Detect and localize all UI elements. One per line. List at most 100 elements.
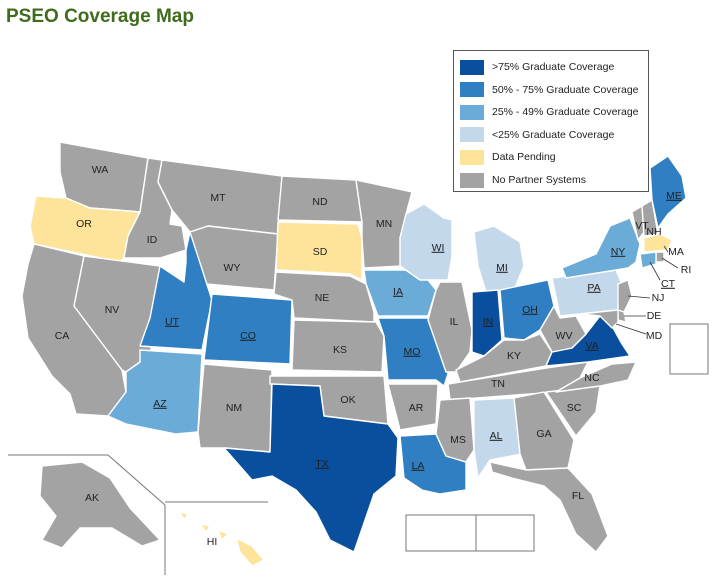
legend-item: 25% - 49% Graduate Coverage — [460, 104, 639, 120]
state-label-tn: TN — [491, 378, 505, 390]
vi-inset-box — [475, 514, 535, 552]
legend-swatch — [460, 127, 484, 143]
state-ut[interactable] — [139, 231, 213, 351]
state-label-wy: WY — [224, 262, 241, 274]
state-ms — [435, 397, 475, 463]
state-label-ct[interactable]: CT — [661, 278, 676, 290]
legend-item: No Partner Systems — [460, 172, 586, 188]
state-label-wi[interactable]: WI — [432, 242, 445, 254]
state-mi[interactable] — [473, 225, 525, 293]
state-label-ms: MS — [450, 434, 466, 446]
state-label-nc: NC — [584, 372, 600, 384]
legend-item: Data Pending — [460, 149, 556, 165]
legend-label: <25% Graduate Coverage — [492, 128, 615, 141]
leader-line-nj — [627, 295, 651, 299]
state-fl — [489, 461, 609, 553]
state-nj — [617, 279, 633, 313]
state-tx[interactable] — [223, 383, 399, 553]
legend-label: No Partner Systems — [492, 174, 586, 186]
state-label-pa[interactable]: PA — [587, 282, 600, 294]
state-label-ma: MA — [668, 246, 684, 258]
leader-line-ri — [661, 257, 679, 269]
state-label-ks: KS — [333, 344, 347, 356]
state-label-nv: NV — [105, 304, 120, 316]
state-label-oh[interactable]: OH — [522, 304, 538, 316]
state-label-me[interactable]: ME — [666, 190, 682, 202]
state-label-mo[interactable]: MO — [404, 346, 421, 358]
state-label-nj: NJ — [652, 292, 665, 304]
state-label-md: MD — [646, 330, 663, 342]
state-label-or: OR — [76, 218, 92, 230]
state-co[interactable] — [203, 293, 293, 365]
legend-label: 50% - 75% Graduate Coverage — [492, 83, 639, 96]
state-label-fl: FL — [572, 490, 584, 502]
state-label-hi: HI — [207, 536, 218, 548]
state-label-az[interactable]: AZ — [153, 398, 167, 410]
state-az[interactable] — [107, 349, 203, 435]
dc-inset-box — [669, 323, 709, 375]
legend-label: >75% Graduate Coverage — [492, 61, 615, 73]
state-sd — [275, 221, 363, 281]
state-label-al[interactable]: AL — [490, 430, 503, 442]
state-ri — [655, 251, 665, 263]
state-label-mt: MT — [210, 192, 226, 204]
state-label-mi[interactable]: MI — [496, 262, 508, 274]
state-label-wa: WA — [92, 164, 109, 176]
leader-line-ma — [663, 245, 669, 253]
state-me[interactable] — [649, 155, 687, 229]
state-wv — [539, 305, 587, 353]
state-label-nm: NM — [226, 402, 242, 414]
state-label-ri: RI — [681, 264, 692, 276]
state-label-tx[interactable]: TX — [315, 458, 328, 470]
legend-item: >75% Graduate Coverage — [460, 59, 614, 75]
state-label-ok: OK — [340, 394, 355, 406]
state-label-sc: SC — [567, 402, 582, 414]
legend-swatch — [460, 59, 484, 75]
legend-label: 25% - 49% Graduate Coverage — [492, 106, 639, 119]
state-label-ak: AK — [85, 492, 99, 504]
state-label-vt: VT — [635, 220, 649, 232]
state-label-mn: MN — [376, 218, 392, 230]
state-label-il: IL — [450, 316, 459, 328]
legend-item: 50% - 75% Graduate Coverage — [460, 82, 639, 98]
state-hi — [179, 511, 265, 567]
state-label-co[interactable]: CO — [240, 330, 256, 342]
state-label-la[interactable]: LA — [412, 460, 425, 472]
state-label-ne: NE — [315, 292, 330, 304]
state-ct[interactable] — [639, 251, 657, 269]
state-ak — [39, 461, 161, 549]
legend: >75% Graduate Coverage 50% - 75% Graduate… — [453, 50, 649, 192]
state-nc — [555, 361, 637, 393]
legend-label: Data Pending — [492, 151, 556, 164]
state-label-ga: GA — [536, 428, 551, 440]
leader-line-md — [615, 323, 647, 335]
pr-inset-box — [405, 514, 477, 552]
state-label-sd: SD — [313, 246, 328, 258]
state-label-ky: KY — [507, 350, 521, 362]
state-label-ny[interactable]: NY — [611, 246, 626, 258]
state-label-va[interactable]: VA — [585, 340, 598, 352]
page-title: PSEO Coverage Map — [6, 6, 194, 27]
state-label-ca: CA — [55, 330, 70, 342]
state-label-ia[interactable]: IA — [393, 286, 403, 298]
state-wi[interactable] — [399, 203, 453, 281]
state-label-nh: NH — [646, 226, 661, 238]
state-label-ut[interactable]: UT — [165, 316, 180, 328]
state-label-wv: WV — [556, 330, 573, 342]
state-label-id: ID — [147, 234, 158, 246]
legend-swatch — [460, 82, 484, 98]
legend-swatch — [460, 149, 484, 165]
state-label-in[interactable]: IN — [483, 316, 494, 328]
state-label-ar: AR — [409, 402, 424, 414]
state-ny[interactable] — [561, 217, 641, 279]
legend-swatch — [460, 172, 484, 188]
alaska-inset-border-diagonal — [107, 454, 166, 506]
state-md — [579, 309, 619, 329]
state-ar — [387, 383, 439, 431]
state-label-de: DE — [647, 310, 662, 322]
legend-item: <25% Graduate Coverage — [460, 127, 614, 143]
legend-swatch — [460, 104, 484, 120]
leader-line-ct — [649, 261, 661, 281]
state-ks — [291, 319, 385, 373]
